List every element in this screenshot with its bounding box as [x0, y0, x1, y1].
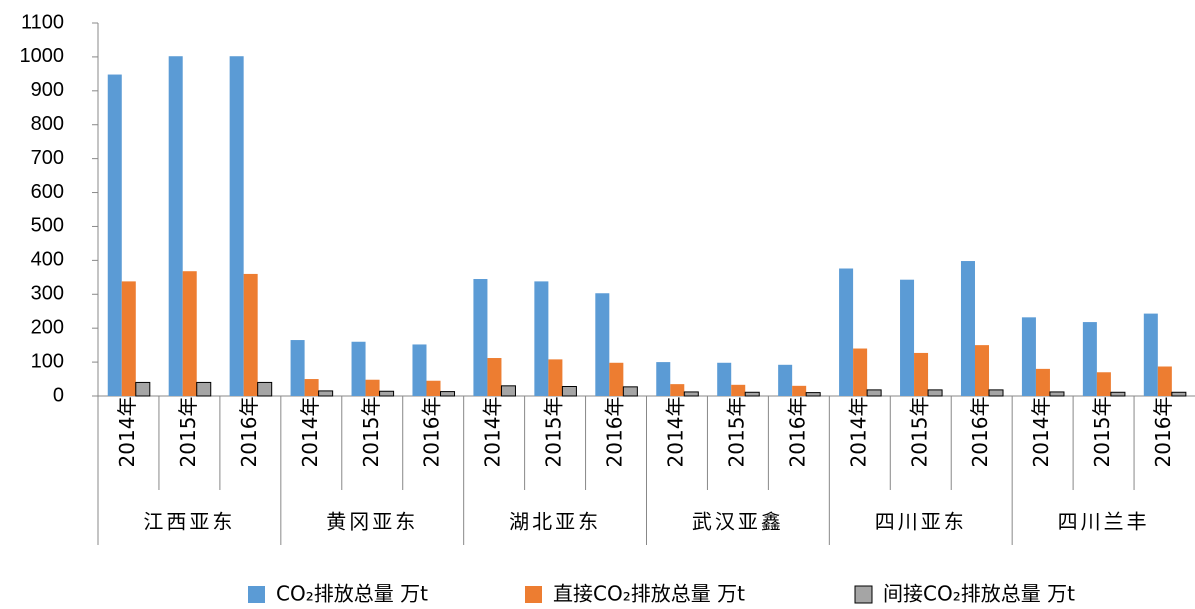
y-tick-label: 1100 [21, 11, 64, 33]
x-tick-label: 2014年 [481, 397, 505, 468]
bar [1171, 391, 1187, 397]
bar [927, 389, 943, 397]
bar [1082, 322, 1097, 396]
bar [1035, 368, 1050, 396]
bar [960, 261, 975, 396]
x-tick-label: 2015年 [176, 397, 200, 468]
bar [290, 340, 305, 396]
legend-swatch [248, 586, 265, 603]
x-tick-label: 2014年 [846, 397, 870, 468]
bar [534, 281, 549, 396]
bar [257, 381, 273, 397]
bar [914, 352, 929, 396]
bar [168, 56, 183, 397]
bar [548, 359, 563, 396]
legend-label: 间接CO₂排放总量 万t [883, 582, 1075, 606]
bar [365, 379, 380, 396]
y-tick-label: 500 [31, 215, 64, 237]
x-tick-label: 2015年 [724, 397, 748, 468]
x-tick-label: 2015年 [542, 397, 566, 468]
legend-swatch [854, 585, 873, 604]
x-tick-label: 2016年 [237, 397, 261, 468]
x-tick-label: 2016年 [785, 397, 809, 468]
bar [1143, 313, 1158, 396]
bar [900, 279, 915, 396]
bar [853, 348, 868, 396]
x-tick-label: 2016年 [1151, 397, 1175, 468]
bar [595, 293, 610, 396]
y-tick-label: 200 [31, 316, 64, 338]
bar [318, 390, 334, 397]
x-tick-label: 2016年 [968, 397, 992, 468]
bar [1096, 372, 1111, 396]
bar [656, 362, 671, 396]
bar [609, 362, 624, 396]
bar [866, 389, 882, 397]
bar [412, 344, 427, 396]
bar [561, 386, 577, 397]
bar [988, 389, 1004, 397]
bar [792, 385, 807, 396]
legend-label: CO₂排放总量 万t [276, 582, 428, 606]
bar [379, 390, 395, 397]
bar [622, 386, 638, 397]
bar [717, 362, 732, 396]
y-tick-label: 400 [31, 249, 64, 271]
group-label: 江西亚东 [143, 510, 235, 534]
bar [473, 279, 488, 396]
y-tick-label: 300 [31, 283, 64, 305]
bar [731, 384, 746, 396]
x-tick-label: 2015年 [1090, 397, 1114, 468]
x-tick-label: 2014年 [115, 397, 139, 468]
y-tick-label: 800 [31, 113, 64, 135]
x-tick-label: 2014年 [298, 397, 322, 468]
y-tick-label: 0 [53, 384, 64, 406]
group-label: 黄冈亚东 [326, 510, 418, 534]
bar [107, 74, 122, 397]
group-label: 湖北亚东 [509, 510, 601, 534]
bar [670, 384, 685, 396]
bar [243, 273, 258, 396]
y-tick-label: 100 [31, 350, 64, 372]
bar [182, 271, 197, 396]
legend-swatch [525, 586, 542, 603]
bar [351, 341, 366, 396]
bar [974, 345, 990, 396]
x-tick-label: 2014年 [1029, 397, 1053, 468]
bar [744, 391, 760, 397]
bar [839, 268, 854, 396]
bar [135, 381, 151, 397]
x-tick-label: 2016年 [603, 397, 627, 468]
bar [1049, 391, 1065, 397]
y-tick-label: 1000 [20, 45, 65, 67]
bar [229, 56, 244, 397]
bar [1157, 366, 1172, 396]
bar [426, 380, 441, 396]
y-tick-label: 600 [31, 181, 64, 203]
bar [196, 381, 212, 397]
y-tick-label: 900 [31, 79, 64, 101]
bar [304, 379, 319, 396]
x-tick-label: 2016年 [420, 397, 444, 468]
x-tick-label: 2015年 [359, 397, 383, 468]
group-label: 武汉亚鑫 [692, 510, 784, 534]
group-label: 四川亚东 [875, 510, 967, 534]
y-tick-label: 700 [31, 147, 64, 169]
bar [805, 392, 821, 397]
legend-label: 直接CO₂排放总量 万t [553, 582, 745, 606]
bar [121, 281, 136, 396]
bar [487, 358, 502, 396]
x-tick-label: 2014年 [663, 397, 687, 468]
bar [1021, 317, 1036, 396]
bar [500, 385, 516, 397]
bar [1110, 391, 1126, 397]
group-label: 四川兰丰 [1058, 510, 1150, 534]
x-tick-label: 2015年 [907, 397, 931, 468]
bar [683, 391, 699, 397]
bar [440, 391, 456, 397]
bar [778, 364, 793, 396]
